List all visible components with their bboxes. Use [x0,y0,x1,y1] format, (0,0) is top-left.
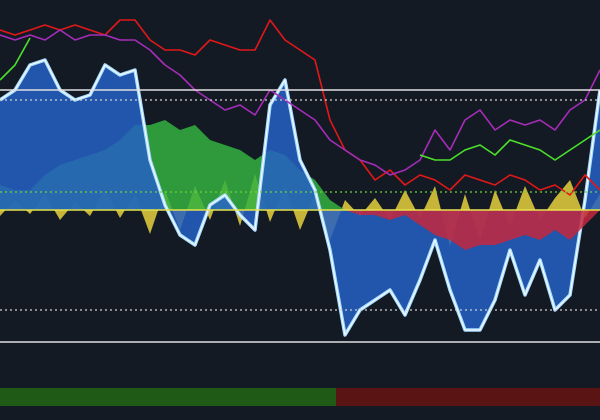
signal-bar-bull [0,388,336,406]
area [0,60,600,335]
line [0,29,600,176]
signal-bar-bear [336,388,600,406]
area-line-core [0,59,600,336]
line [0,19,600,196]
line [0,37,600,161]
area [0,210,600,250]
